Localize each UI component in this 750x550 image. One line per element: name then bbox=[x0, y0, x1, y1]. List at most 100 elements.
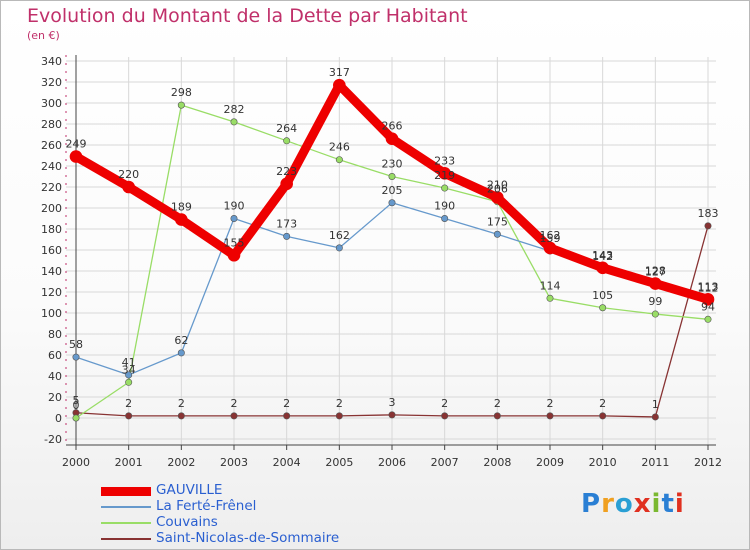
data-label-gauville-2012: 113 bbox=[698, 280, 719, 293]
point-la-fert-fr-nel-2001 bbox=[125, 371, 133, 379]
x-tick-label-2002: 2002 bbox=[167, 456, 195, 469]
point-saint-nicolas-de-sommaire-2012 bbox=[704, 222, 712, 230]
point-couvains-2006 bbox=[388, 173, 396, 181]
point-couvains-2002 bbox=[177, 101, 185, 109]
data-label-saint-nicolas-de-sommaire-2003: 2 bbox=[231, 397, 238, 410]
proxiti-logo: Proxiti bbox=[581, 489, 685, 519]
y-tick-label-160: 160 bbox=[41, 244, 62, 257]
x-tick-label-2005: 2005 bbox=[325, 456, 353, 469]
point-saint-nicolas-de-sommaire-2011 bbox=[651, 413, 659, 421]
y-tick-label-80: 80 bbox=[48, 328, 62, 341]
legend-swatch-la-fert-fr-nel bbox=[101, 506, 151, 508]
data-label-couvains-2010: 105 bbox=[592, 289, 613, 302]
logo-letter: P bbox=[581, 489, 602, 519]
point-saint-nicolas-de-sommaire-2006 bbox=[388, 411, 396, 419]
point-gauville-2007 bbox=[438, 167, 451, 180]
y-tick-label-300: 300 bbox=[41, 97, 62, 110]
data-label-la-fert-fr-nel-2012: 112 bbox=[698, 281, 719, 294]
point-couvains-2011 bbox=[651, 310, 659, 318]
y-tick-label-320: 320 bbox=[41, 76, 62, 89]
data-label-la-fert-fr-nel-2007: 190 bbox=[434, 200, 455, 213]
x-tick-label-2009: 2009 bbox=[536, 456, 564, 469]
data-label-la-fert-fr-nel-2004: 173 bbox=[276, 217, 297, 230]
point-gauville-2010 bbox=[596, 261, 609, 275]
point-saint-nicolas-de-sommaire-2007 bbox=[441, 412, 449, 420]
data-label-gauville-2002: 189 bbox=[171, 201, 192, 214]
legend-label-la-fert-fr-nel: La Ferté-Frênel bbox=[156, 498, 257, 514]
data-label-couvains-2012: 94 bbox=[701, 300, 715, 313]
point-la-fert-fr-nel-2004 bbox=[283, 232, 291, 240]
x-tick-label-2011: 2011 bbox=[641, 456, 669, 469]
data-label-saint-nicolas-de-sommaire-2006: 3 bbox=[389, 396, 396, 409]
data-label-la-fert-fr-nel-2005: 162 bbox=[329, 229, 350, 242]
data-label-gauville-2007: 233 bbox=[434, 154, 455, 167]
data-label-gauville-2005: 317 bbox=[329, 66, 350, 79]
point-la-fert-fr-nel-2005 bbox=[335, 244, 343, 252]
logo-letter: i bbox=[651, 489, 662, 519]
y-tick-label--20: -20 bbox=[44, 433, 62, 446]
point-la-fert-fr-nel-2003 bbox=[230, 215, 238, 223]
point-saint-nicolas-de-sommaire-2008 bbox=[493, 412, 501, 420]
data-label-couvains-2002: 298 bbox=[171, 86, 192, 99]
logo-letter: o bbox=[614, 489, 634, 519]
point-gauville-2009 bbox=[543, 241, 557, 255]
point-couvains-2004 bbox=[283, 137, 291, 145]
y-tick-label-120: 120 bbox=[41, 286, 62, 299]
data-label-couvains-2004: 264 bbox=[276, 122, 297, 135]
data-label-couvains-2009: 114 bbox=[540, 279, 561, 292]
y-tick-label-20: 20 bbox=[48, 391, 62, 404]
data-label-la-fert-fr-nel-2001: 41 bbox=[122, 356, 136, 369]
x-tick-label-2006: 2006 bbox=[378, 456, 406, 469]
point-couvains-2001 bbox=[125, 378, 133, 386]
point-couvains-2005 bbox=[335, 156, 343, 164]
data-label-la-fert-fr-nel-2010: 142 bbox=[592, 250, 613, 263]
data-label-gauville-2000: 249 bbox=[66, 138, 87, 151]
data-label-saint-nicolas-de-sommaire-2005: 2 bbox=[336, 397, 343, 410]
legend-label-gauville: GAUVILLE bbox=[156, 482, 223, 498]
y-tick-label-60: 60 bbox=[48, 349, 62, 362]
y-tick-label-100: 100 bbox=[41, 307, 62, 320]
y-tick-label-240: 240 bbox=[41, 160, 62, 173]
y-tick-label-40: 40 bbox=[48, 370, 62, 383]
legend-swatch-gauville bbox=[101, 486, 151, 496]
point-gauville-2004 bbox=[280, 177, 293, 191]
point-saint-nicolas-de-sommaire-2009 bbox=[546, 412, 554, 420]
legend-label-saint-nicolas-de-sommaire: Saint-Nicolas-de-Sommaire bbox=[156, 530, 340, 546]
data-label-la-fert-fr-nel-2009: 159 bbox=[540, 232, 561, 245]
point-la-fert-fr-nel-2006 bbox=[388, 199, 396, 207]
data-label-saint-nicolas-de-sommaire-2001: 2 bbox=[125, 397, 132, 410]
data-label-gauville-2008: 210 bbox=[487, 179, 508, 192]
data-label-la-fert-fr-nel-2011: 127 bbox=[645, 266, 666, 279]
point-couvains-2003 bbox=[230, 118, 238, 126]
point-gauville-2005 bbox=[333, 78, 346, 92]
legend-swatch-couvains bbox=[101, 522, 151, 524]
data-label-gauville-2011: 128 bbox=[645, 265, 666, 278]
data-labels: 5 2 2 2 2 2 3 2 2 2 2 11830342982822642462302192061… bbox=[66, 66, 719, 412]
data-label-gauville-2006: 266 bbox=[382, 120, 403, 133]
point-couvains-2009 bbox=[546, 294, 554, 302]
x-tick-label-2008: 2008 bbox=[483, 456, 511, 469]
x-tick-label-2000: 2000 bbox=[62, 456, 90, 469]
data-label-couvains-2003: 282 bbox=[224, 103, 245, 116]
point-saint-nicolas-de-sommaire-2002 bbox=[177, 412, 185, 420]
legend-swatch-saint-nicolas-de-sommaire bbox=[101, 538, 151, 540]
point-couvains-2007 bbox=[441, 184, 449, 192]
y-tick-label-0: 0 bbox=[55, 412, 62, 425]
y-tick-label-220: 220 bbox=[41, 181, 62, 194]
data-label-couvains-2005: 246 bbox=[329, 141, 350, 154]
logo-letter: r bbox=[601, 489, 615, 519]
y-tick-label-340: 340 bbox=[41, 55, 62, 68]
data-label-saint-nicolas-de-sommaire-2007: 2 bbox=[441, 397, 448, 410]
logo-letter: x bbox=[633, 489, 652, 519]
y-tick-label-200: 200 bbox=[41, 202, 62, 215]
point-gauville-2011 bbox=[649, 277, 662, 290]
data-label-saint-nicolas-de-sommaire-2012: 183 bbox=[698, 207, 719, 220]
point-couvains-2010 bbox=[599, 304, 607, 312]
data-label-gauville-2009: 162 bbox=[540, 229, 561, 242]
data-label-la-fert-fr-nel-2000: 58 bbox=[69, 338, 83, 351]
point-saint-nicolas-de-sommaire-2005 bbox=[335, 412, 343, 420]
logo-letter: i bbox=[674, 489, 685, 519]
axes: -200204060801001201401601802002202402602… bbox=[41, 55, 722, 469]
y-tick-label-280: 280 bbox=[41, 118, 62, 131]
